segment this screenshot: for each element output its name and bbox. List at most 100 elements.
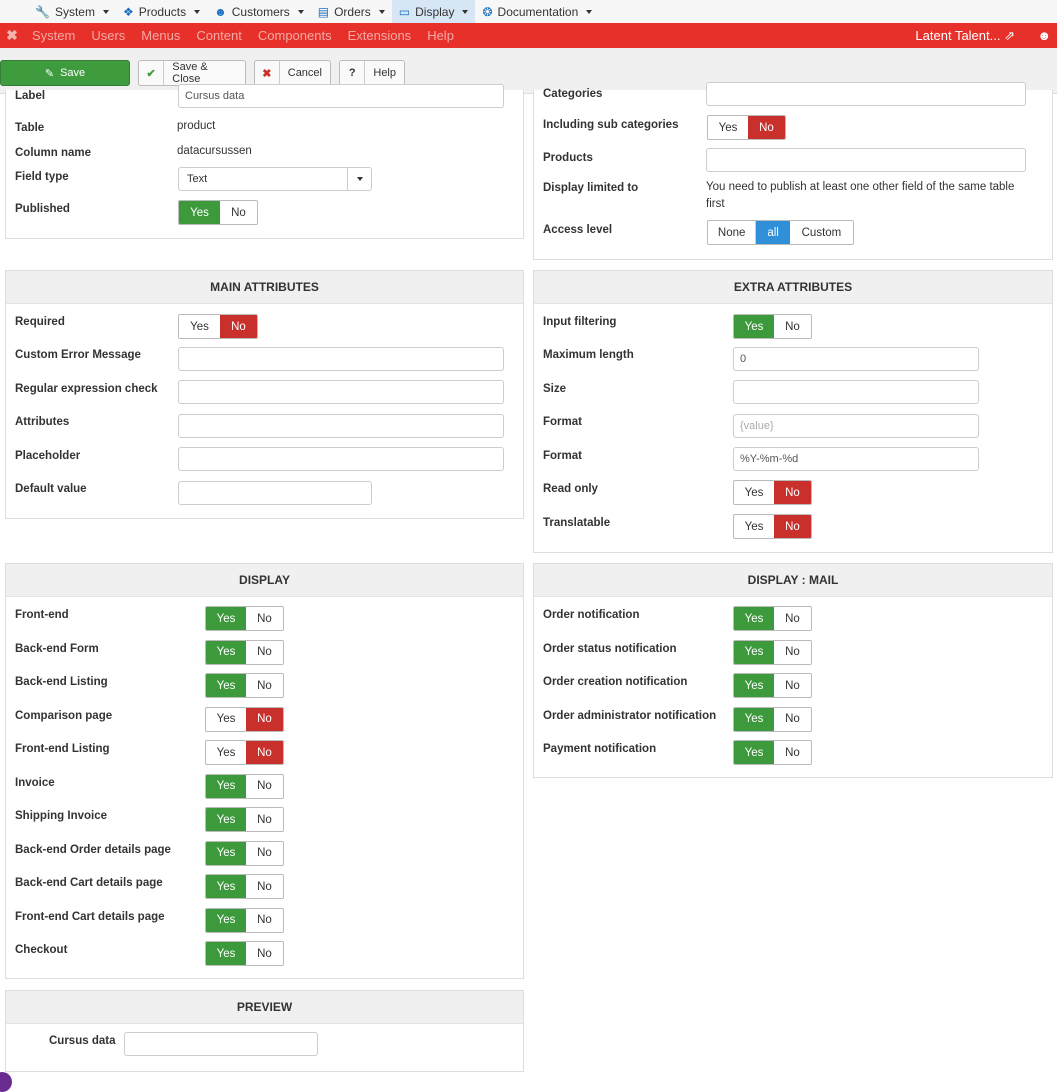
no-option[interactable]: No: [257, 780, 272, 792]
user-icon: ☻: [214, 4, 227, 19]
yes-option[interactable]: Yes: [734, 640, 774, 664]
hikashop-top-menu: 🔧 System ❖ Products ☻ Customers ▤ Orders ▭ Di…: [0, 0, 1057, 23]
yes-option[interactable]: Yes: [734, 607, 774, 630]
menu-system[interactable]: 🔧 System: [28, 0, 116, 23]
cancel-button[interactable]: ✖ Cancel: [254, 60, 331, 86]
display-toggle[interactable]: Yes No: [205, 606, 284, 631]
check-icon: ✔: [139, 61, 165, 85]
display-toggle[interactable]: Yes No: [205, 807, 284, 832]
placeholder-input[interactable]: [178, 447, 504, 471]
display-label: Back-end Cart details page: [15, 877, 163, 889]
user-menu-icon[interactable]: ☻: [1037, 28, 1051, 43]
published-toggle[interactable]: Yes No: [178, 200, 258, 225]
display-toggle[interactable]: Yes No: [205, 740, 284, 765]
menu-display[interactable]: ▭ Display: [391, 0, 476, 23]
preview-cursus-data-input[interactable]: [124, 1032, 318, 1056]
no-option[interactable]: No: [257, 914, 272, 926]
menu-customers[interactable]: ☻ Customers: [207, 0, 311, 23]
yes-option[interactable]: Yes: [216, 746, 236, 759]
display-toggle[interactable]: Yes No: [205, 773, 284, 799]
read-only-toggle[interactable]: Yes No: [733, 480, 812, 505]
no-option[interactable]: No: [785, 646, 800, 658]
admin-menu-users[interactable]: Users: [91, 28, 126, 43]
no-option[interactable]: No: [257, 813, 272, 826]
yes-option[interactable]: Yes: [206, 841, 246, 865]
yes-option[interactable]: Yes: [206, 674, 246, 697]
joomla-logo-icon[interactable]: ✖: [6, 27, 18, 43]
access-level-toggle[interactable]: None all Custom: [707, 220, 854, 245]
main-attributes-title: MAIN ATTRIBUTES: [6, 271, 523, 304]
default-value-input[interactable]: [178, 481, 372, 505]
yes-option[interactable]: Yes: [206, 607, 246, 630]
display-mail-toggle[interactable]: Yes No: [733, 673, 812, 698]
products-input[interactable]: [706, 148, 1026, 172]
yes-option[interactable]: Yes: [734, 707, 774, 731]
no-option[interactable]: No: [257, 679, 272, 692]
no-option[interactable]: No: [785, 746, 800, 759]
display-toggle[interactable]: Yes No: [205, 673, 284, 698]
menu-products[interactable]: ❖ Products: [116, 0, 207, 23]
no-option[interactable]: No: [785, 679, 800, 692]
field-type-select[interactable]: Text: [178, 167, 372, 191]
regex-input[interactable]: [178, 380, 504, 404]
date-format-input[interactable]: %Y-%m-%d: [733, 447, 979, 471]
corner-badge-icon: [0, 1072, 12, 1092]
display-toggle[interactable]: Yes No: [205, 941, 284, 966]
display-mail-label: Order notification: [543, 609, 640, 621]
categories-input[interactable]: [706, 82, 1026, 106]
no-option[interactable]: No: [257, 646, 272, 658]
required-toggle[interactable]: Yes No: [178, 314, 258, 339]
sub-categories-toggle[interactable]: Yes No: [707, 115, 786, 140]
yes-option[interactable]: Yes: [734, 741, 774, 764]
display-mail-toggle[interactable]: Yes No: [733, 706, 812, 732]
custom-error-input[interactable]: [178, 347, 504, 371]
no-option[interactable]: No: [785, 612, 800, 625]
yes-option[interactable]: Yes: [206, 942, 246, 965]
yes-option[interactable]: Yes: [734, 674, 774, 697]
yes-option[interactable]: Yes: [206, 875, 246, 898]
translatable-toggle[interactable]: Yes No: [733, 514, 812, 539]
admin-menu-menus[interactable]: Menus: [141, 28, 181, 43]
display-mail-toggle[interactable]: Yes No: [733, 606, 812, 631]
display-toggle[interactable]: Yes No: [205, 840, 284, 866]
extra-attributes-panel: EXTRA ATTRIBUTES Input filtering Yes No M…: [533, 270, 1053, 553]
display-toggle[interactable]: Yes No: [205, 907, 284, 933]
save-close-button[interactable]: ✔ Save & Close: [138, 60, 246, 86]
no-option[interactable]: No: [257, 947, 272, 960]
yes-option[interactable]: Yes: [206, 774, 246, 798]
save-button[interactable]: ✎ Save: [0, 60, 130, 86]
admin-menu-content[interactable]: Content: [196, 28, 242, 43]
display-mail-toggle[interactable]: Yes No: [733, 740, 812, 765]
display-mail-label: Order creation notification: [543, 676, 688, 688]
no-option[interactable]: No: [257, 612, 272, 625]
no-option[interactable]: No: [245, 741, 283, 764]
no-option[interactable]: No: [785, 713, 800, 725]
no-option[interactable]: No: [245, 707, 283, 731]
display-mail-toggle[interactable]: Yes No: [733, 639, 812, 665]
menu-documentation[interactable]: ❂ Documentation: [475, 0, 599, 23]
label-input[interactable]: Cursus data: [178, 84, 504, 108]
admin-menu-system[interactable]: System: [32, 28, 76, 43]
attributes-input[interactable]: [178, 414, 504, 438]
yes-option[interactable]: Yes: [206, 908, 246, 932]
yes-option[interactable]: Yes: [206, 808, 246, 831]
display-label: Back-end Order details page: [15, 843, 171, 856]
yes-option[interactable]: Yes: [206, 640, 246, 664]
no-option[interactable]: No: [257, 880, 272, 893]
admin-menu-extensions[interactable]: Extensions: [347, 28, 412, 43]
yes-option[interactable]: Yes: [216, 713, 236, 725]
input-filtering-toggle[interactable]: Yes No: [733, 314, 812, 339]
extra-attributes-title: EXTRA ATTRIBUTES: [534, 271, 1052, 304]
format-input[interactable]: {value}: [733, 414, 979, 438]
size-input[interactable]: [733, 380, 979, 404]
display-toggle[interactable]: Yes No: [205, 874, 284, 899]
no-option[interactable]: No: [257, 847, 272, 859]
help-button[interactable]: ? Help: [339, 60, 405, 86]
display-toggle[interactable]: Yes No: [205, 639, 284, 665]
max-length-input[interactable]: 0: [733, 347, 979, 371]
admin-menu-components[interactable]: Components: [257, 28, 332, 43]
display-toggle[interactable]: Yes No: [205, 706, 284, 732]
admin-menu-help[interactable]: Help: [427, 28, 454, 43]
menu-orders[interactable]: ▤ Orders: [311, 0, 392, 23]
site-link[interactable]: Latent Talent... ⇗: [915, 27, 1015, 43]
